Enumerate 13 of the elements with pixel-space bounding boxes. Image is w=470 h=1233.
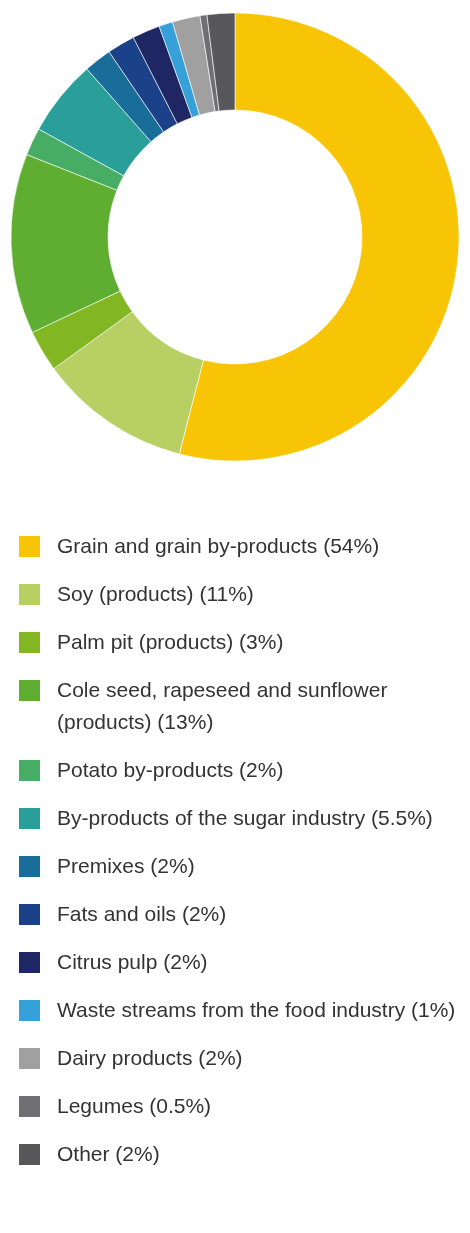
legend-label: Other (2%) bbox=[57, 1141, 160, 1165]
legend-label: Soy (products) (11%) bbox=[57, 581, 254, 605]
legend-label: Potato by-products (2%) bbox=[57, 757, 284, 781]
legend-label: Fats and oils (2%) bbox=[57, 901, 227, 925]
legend-label: By-products of the sugar industry (5.5%) bbox=[57, 805, 433, 829]
legend-label: Grain and grain by-products (54%) bbox=[57, 533, 380, 557]
legend-label: Cole seed, rapeseed and sunflower (products) (13%) bbox=[57, 677, 388, 733]
legend-label: Dairy products (2%) bbox=[57, 1045, 243, 1069]
legend-label: Legumes (0.5%) bbox=[57, 1093, 212, 1117]
legend-label: Citrus pulp (2%) bbox=[57, 949, 208, 973]
legend-label: Palm pit (products) (3%) bbox=[57, 629, 284, 653]
legend-label: Waste streams from the food industry (1%) bbox=[57, 997, 456, 1021]
legend-label: Premixes (2%) bbox=[57, 853, 195, 877]
